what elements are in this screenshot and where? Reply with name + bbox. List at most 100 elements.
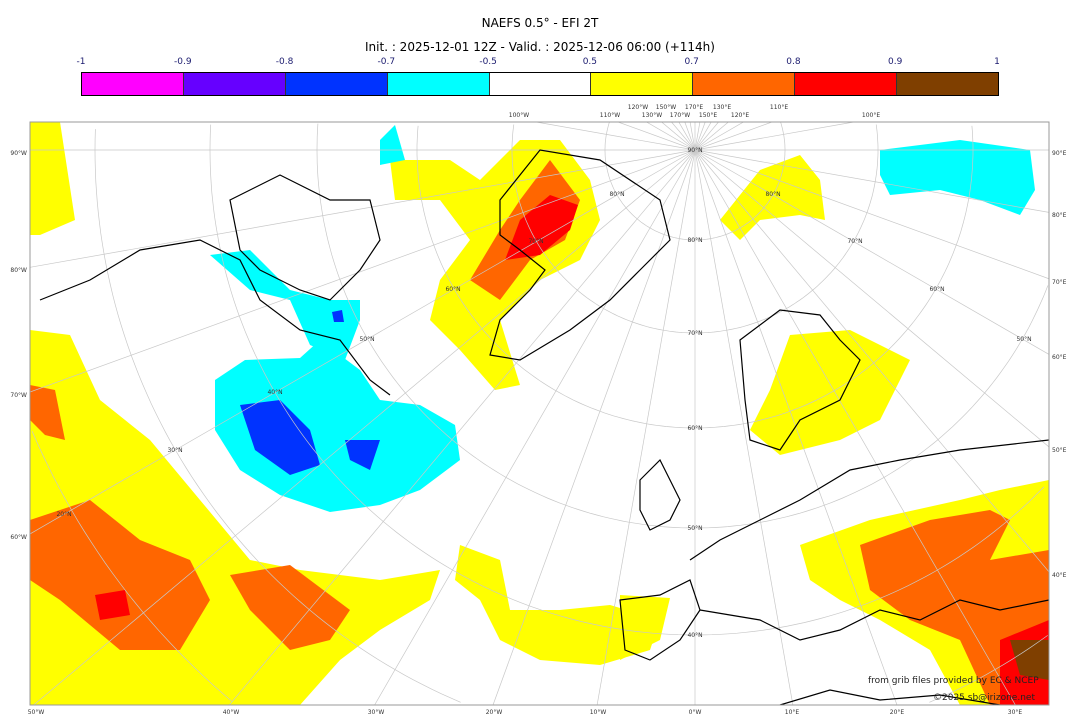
map-title: NAEFS 0.5° - EFI 2T — [481, 16, 599, 30]
axis-label: 20°E — [890, 709, 905, 716]
latitude-label: 50°N — [359, 336, 374, 343]
latitude-label: 20°N — [56, 511, 71, 518]
parallel-line — [875, 124, 879, 150]
colorbar-tick: -0.8 — [275, 57, 294, 67]
parallel-line — [94, 129, 461, 703]
axis-label: 170°E — [685, 104, 703, 111]
efi-anomaly-area — [620, 595, 670, 660]
meridian-line — [536, 122, 696, 151]
meridian-line — [694, 149, 1049, 213]
parallel-line — [316, 123, 1049, 529]
coastline — [39, 239, 391, 396]
coastline — [489, 149, 671, 361]
efi-anomaly-area — [210, 250, 360, 360]
meridian-line — [646, 122, 696, 151]
colorbar-bin — [795, 73, 898, 95]
parallel-line — [604, 122, 786, 241]
colorbar-tick: -1 — [76, 57, 86, 67]
copyright: ©2025 sb@irizone.net — [933, 693, 1035, 703]
efi-anomaly-area — [240, 400, 320, 475]
latitude-label: 50°N — [1016, 336, 1031, 343]
colorbar-bin — [183, 73, 286, 95]
parallel-line — [780, 122, 786, 150]
axis-label: 170°W — [670, 112, 690, 119]
colorbar-bin — [285, 73, 388, 95]
parallel-line — [971, 125, 974, 150]
colorbar-tick: -0.9 — [173, 57, 192, 67]
efi-anomaly-area — [345, 440, 380, 470]
parallel-line — [209, 124, 1045, 636]
meridian-line — [694, 122, 854, 151]
meridian-line — [694, 149, 1049, 573]
axis-label: 110°E — [770, 104, 788, 111]
axis-label: 90°E — [1052, 150, 1067, 157]
axis-label: 30°E — [1008, 709, 1023, 716]
map-subtitle: Init. : 2025-12-01 12Z - Valid. : 2025-1… — [365, 40, 715, 54]
meridian-line — [617, 122, 696, 151]
meridian-line — [30, 149, 696, 535]
meridian-line — [694, 149, 898, 705]
meridian-line — [684, 122, 696, 151]
meridian-line — [694, 122, 719, 151]
coastline — [619, 579, 701, 661]
latitude-label: 50°N — [687, 525, 702, 532]
parallel-line — [416, 125, 974, 429]
latitude-label: 80°N — [609, 191, 624, 198]
meridian-line — [492, 149, 696, 705]
colorbar-bin — [82, 73, 184, 95]
efi-anomaly-area — [1010, 640, 1049, 680]
efi-anomaly-area — [230, 565, 350, 650]
efi-anomaly-area — [505, 195, 578, 260]
colorbar-tick: 1 — [994, 57, 1000, 67]
latitude-label: 40°N — [687, 632, 702, 639]
efi-anomaly-area — [95, 590, 130, 620]
latitude-label: 40°N — [267, 389, 282, 396]
axis-label: 100°E — [862, 112, 880, 119]
latitude-label: 60°N — [929, 286, 944, 293]
latitude-label: 70°N — [528, 238, 543, 245]
parallel-line — [929, 635, 1048, 703]
axis-label: 10°W — [590, 709, 607, 716]
axis-label: 70°W — [10, 392, 27, 399]
meridian-line — [694, 122, 706, 151]
coastline — [689, 439, 1049, 561]
axis-label: 150°W — [656, 104, 676, 111]
meridian-line — [678, 122, 696, 151]
coastline — [229, 174, 381, 301]
axis-label: 120°W — [628, 104, 648, 111]
latitude-label: 60°N — [687, 425, 702, 432]
colorbar-bin — [387, 73, 490, 95]
axis-label: 130°E — [713, 104, 731, 111]
axis-label: 10°E — [785, 709, 800, 716]
axis-label: 20°W — [486, 709, 503, 716]
axis-label: 80°W — [10, 267, 27, 274]
latitude-label: 30°N — [167, 447, 182, 454]
colorbar-bin — [489, 73, 592, 95]
axis-label: 60°E — [1052, 354, 1067, 361]
axis-label: 150°E — [699, 112, 717, 119]
axis-label: 110°W — [600, 112, 620, 119]
meridian-line — [229, 149, 696, 705]
parallel-line — [31, 431, 233, 702]
axis-label: 130°W — [642, 112, 662, 119]
coastline — [639, 458, 681, 531]
meridian-line — [30, 149, 696, 393]
axis-label: 30°W — [368, 709, 385, 716]
meridian-line — [694, 122, 773, 151]
axis-label: 90°W — [10, 150, 27, 157]
colorbar-bin — [693, 73, 796, 95]
colorbar — [81, 72, 999, 96]
colorbar-tick: 0.9 — [888, 57, 903, 67]
coastline — [739, 309, 861, 451]
axis-label: 100°W — [509, 112, 529, 119]
efi-anomaly-area — [332, 310, 344, 322]
meridian-line — [694, 122, 744, 151]
meridian-line — [694, 149, 1049, 355]
axis-label: 60°W — [10, 534, 27, 541]
axis-label: 40°E — [1052, 572, 1067, 579]
meridian-line — [694, 149, 1049, 280]
meridian-line — [694, 149, 1049, 448]
meridian-line — [30, 149, 696, 268]
axis-label: 0°W — [689, 709, 702, 716]
